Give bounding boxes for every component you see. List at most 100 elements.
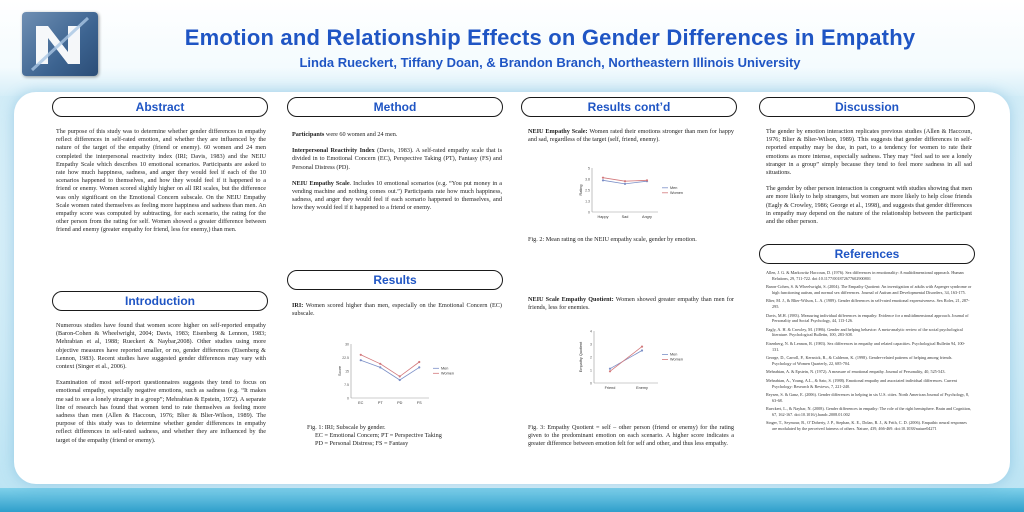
participants-label: Participants (292, 131, 325, 138)
method-header: Method (287, 97, 503, 117)
neiu-text: . Includes 10 emotional scenarios (e.g. … (292, 179, 502, 212)
y-tick-label: 7.5 (344, 383, 349, 387)
reference-item: Allen, J. G. & Markowitz Haccoun, D. (19… (766, 270, 964, 281)
legend-label: Women (441, 372, 454, 376)
legend-label: Women (670, 358, 683, 362)
iri-label: Interpersonal Reactivity Index (292, 147, 375, 155)
reference-item: Eisenberg, N. & Lennon, R. (1983). Sex d… (766, 340, 966, 352)
quotient-result: NEIU Scale Empathy Quotient: Women showe… (528, 296, 734, 312)
data-point (398, 375, 401, 378)
x-tick-label: Happy (598, 215, 609, 219)
results-text: IRI: Women scored higher than men, espec… (292, 302, 502, 326)
reference-item: Baron-Cohen, S. & Wheelwright, S. (2004)… (766, 284, 972, 295)
reference-item: Rueckert, L., & Naybar, N. (2008). Gende… (766, 406, 972, 417)
discussion-text: The gender by emotion interaction replic… (766, 128, 972, 234)
fig1-caption-line2: EC = Emotional Concern; PT = Perspective… (315, 432, 442, 440)
neiu-result-text: Women rated their emotions stronger than… (528, 128, 734, 144)
x-tick-label: Enemy (636, 386, 648, 390)
content-panel (14, 92, 1010, 484)
poster-authors: Linda Rueckert, Tiffany Doan, & Brandon … (299, 55, 801, 70)
results-cont-text-1: NEIU Empathy Scale: Women rated their em… (528, 128, 734, 152)
y-axis-label: Empathy Quotient (579, 341, 583, 372)
y-tick-label: 22.5 (342, 356, 349, 360)
neiu-result-label: NEIU Empathy Scale: (528, 128, 588, 135)
y-tick-label: 0 (590, 382, 592, 386)
quotient-result-label: NEIU Scale Empathy Quotient: (528, 296, 614, 303)
x-tick-label: PD (397, 401, 403, 405)
y-axis-label: Score (338, 366, 342, 376)
data-point (608, 367, 612, 370)
fig1-caption: Fig. 1: IRI; Subscale by gender. EC = Em… (307, 424, 507, 449)
neiu-label: NEIU Empathy Scale (292, 179, 350, 187)
results-iri: IRI: Women scored higher than men, espec… (292, 302, 502, 318)
data-point (418, 366, 421, 369)
introduction-header: Introduction (52, 291, 268, 311)
data-point (418, 360, 421, 364)
abstract-paragraph: The purpose of this study was to determi… (56, 128, 266, 234)
x-tick-label: PT (378, 401, 384, 405)
introduction-text: Numerous studies have found that women s… (56, 322, 266, 453)
data-point (623, 180, 627, 183)
y-tick-label: 1 (590, 369, 592, 373)
x-tick-label: FS (417, 401, 422, 405)
references-header: References (759, 244, 975, 264)
y-axis-label: Rating (579, 185, 583, 196)
x-tick-label: EC (358, 401, 364, 405)
y-tick-label: 2 (590, 356, 592, 360)
results-cont-header: Results cont’d (521, 97, 737, 117)
neiu-result: NEIU Empathy Scale: Women rated their em… (528, 128, 734, 144)
results-cont-text-2: NEIU Scale Empathy Quotient: Women showe… (528, 296, 734, 320)
introduction-paragraph-2: Examination of most self-report question… (56, 379, 266, 444)
x-tick-label: Friend (605, 386, 616, 390)
x-tick-label: Angry (642, 215, 652, 219)
data-point (398, 378, 401, 382)
fig2-caption: Fig. 2: Mean rating on the NEIU empathy … (528, 236, 697, 243)
data-point (359, 353, 362, 356)
discussion-paragraph-2: The gender by other person interaction i… (766, 185, 972, 226)
quotient-result-text: Women showed greater empathy than men fo… (528, 296, 734, 312)
series-line (360, 354, 420, 377)
method-text: Participants were 60 women and 24 men. I… (292, 131, 502, 221)
reference-item: Singer, T., Seymour, B., O’Doherty, J. P… (766, 420, 967, 432)
footer-band (0, 488, 1024, 512)
data-point (645, 179, 649, 182)
reference-item: George, D., Carroll, P., Kersnick, R., &… (766, 355, 953, 366)
y-tick-label: 15 (345, 370, 349, 374)
poster-title: Emotion and Relationship Effects on Gend… (184, 25, 916, 50)
header-band (0, 0, 1024, 96)
abstract-text: The purpose of this study was to determi… (56, 128, 266, 243)
reference-item: Mehrabian, A., Young, A.L., & Sato, S. (… (766, 377, 957, 389)
legend-label: Women (670, 191, 683, 195)
y-tick-label: 30 (345, 343, 349, 347)
x-tick-label: Sad (622, 215, 629, 219)
participants-text: were 60 women and 24 men. (324, 131, 398, 138)
method-neiu: NEIU Empathy Scale. Includes 10 emotiona… (292, 180, 502, 213)
fig1-caption-line1: Fig. 1: IRI; Subscale by gender. (307, 424, 386, 431)
reference-item: Mehrabian, A. & Epstein, N. (1972). A me… (766, 369, 946, 375)
legend-label: Men (670, 186, 677, 190)
y-tick-label: 0 (347, 397, 349, 401)
series-line (609, 350, 643, 370)
series-line (609, 346, 643, 372)
data-point (379, 366, 382, 369)
y-tick-label: 3.8 (585, 178, 590, 182)
y-tick-label: 4 (590, 330, 592, 334)
data-point (601, 179, 605, 182)
data-point (379, 362, 382, 365)
introduction-paragraph-1: Numerous studies have found that women s… (56, 322, 266, 371)
reference-item: Reysen, S. & Ganz, E. (2006). Gender dif… (766, 392, 970, 403)
y-tick-label: 3 (590, 343, 592, 347)
legend-label: Men (670, 353, 677, 357)
abstract-header: Abstract (52, 97, 268, 117)
method-iri: Interpersonal Reactivity Index (Davis, 1… (292, 147, 502, 172)
results-iri-text: Women scored higher than men, especially… (292, 302, 502, 318)
reference-item: Eagly, A. H. & Crowley, M. (1986). Gende… (766, 326, 963, 338)
data-point (623, 182, 627, 185)
discussion-header: Discussion (759, 97, 975, 117)
y-tick-label: 2.5 (585, 189, 590, 193)
y-tick-label: 1.3 (585, 200, 590, 204)
data-point (640, 349, 644, 352)
